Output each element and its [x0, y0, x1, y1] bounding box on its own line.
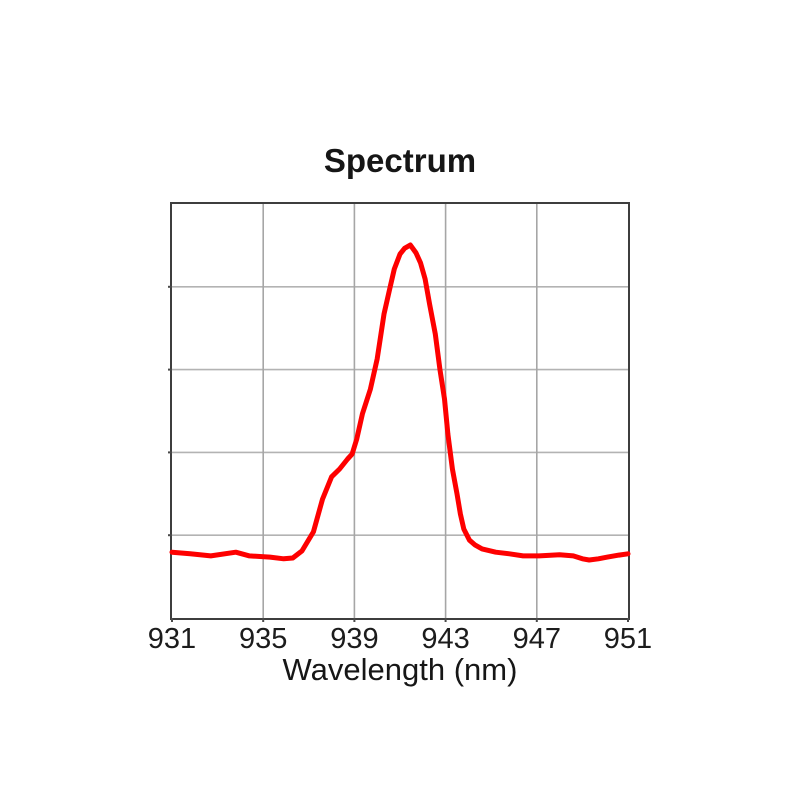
x-tick-label: 947: [512, 623, 561, 655]
plot-area: [168, 202, 631, 622]
spectrum-curve: [169, 242, 631, 563]
x-tick-label: 939: [330, 623, 379, 655]
x-tick-label: 943: [421, 623, 470, 655]
x-tick-label: 951: [603, 623, 653, 655]
chart-title: Spectrum: [323, 142, 477, 179]
x-tick-label: 935: [238, 623, 288, 655]
x-tick-label: 931: [147, 623, 197, 655]
x-axis-label: Wavelength (nm): [282, 652, 518, 687]
spectrum-line-chart: [168, 204, 631, 622]
